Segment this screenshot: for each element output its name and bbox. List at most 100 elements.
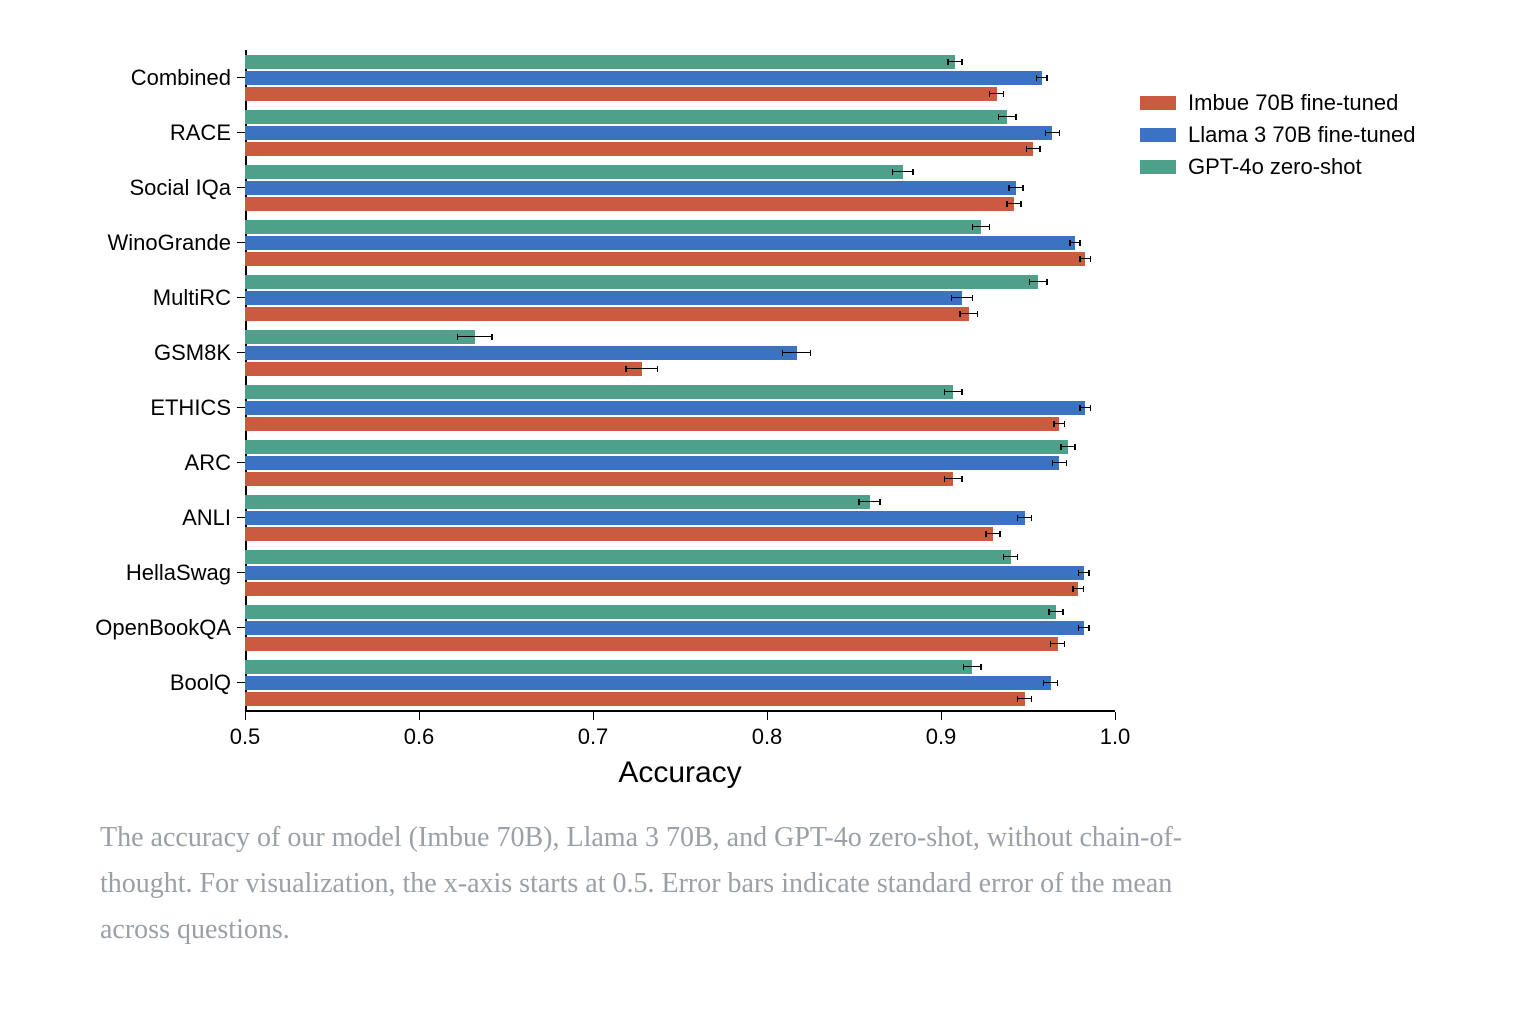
y-tick [237,242,245,243]
error-bar-cap [1079,240,1081,246]
category-label: GSM8K [80,340,231,366]
legend-item: Llama 3 70B fine-tuned [1140,122,1416,148]
bar [245,527,993,541]
bar [245,291,962,305]
error-bar-cap [1045,130,1047,136]
error-bar [990,93,1004,95]
error-bar-cap [1017,515,1019,521]
legend-label: Llama 3 70B fine-tuned [1188,122,1416,148]
legend-label: GPT-4o zero-shot [1188,154,1362,180]
error-bar-cap [912,169,914,175]
error-bar-cap [985,531,987,537]
bar [245,550,1011,564]
error-bar [944,391,961,393]
error-bar [1007,203,1021,205]
error-bar-cap [1048,609,1050,615]
error-bar-cap [1003,554,1005,560]
x-axis-label: Accuracy [618,756,741,790]
error-bar-cap [1008,185,1010,191]
x-tick [767,712,768,720]
error-bar-cap [989,224,991,230]
error-bar [998,116,1015,118]
error-bar-cap [457,334,459,340]
error-bar-cap [1020,201,1022,207]
x-tick-label: 0.9 [926,724,957,750]
error-bar-cap [810,350,812,356]
bar [245,87,997,101]
error-bar-cap [657,366,659,372]
error-bar [783,352,811,354]
error-bar-cap [1090,405,1092,411]
bar [245,252,1085,266]
bar [245,330,475,344]
bar [245,275,1038,289]
error-bar-cap [1050,641,1052,647]
error-bar-cap [1079,256,1081,262]
error-bar-cap [1039,146,1041,152]
category-label: RACE [80,120,231,146]
x-tick [941,712,942,720]
error-bar-cap [1090,256,1092,262]
bar [245,126,1052,140]
x-tick [245,712,246,720]
bar [245,385,953,399]
category-label: MultiRC [80,285,231,311]
bar [245,181,1016,195]
error-bar [1049,611,1063,613]
error-bar [951,297,972,299]
category-label: OpenBookQA [80,615,231,641]
category-label: BoolQ [80,670,231,696]
error-bar-cap [1057,680,1059,686]
legend-item: Imbue 70B fine-tuned [1140,90,1416,116]
bar [245,495,870,509]
error-bar [1045,132,1059,134]
bar [245,566,1084,580]
y-tick [237,407,245,408]
bar [245,110,1007,124]
bar [245,660,972,674]
error-bar-cap [1072,586,1074,592]
error-bar-cap [1060,444,1062,450]
bar [245,197,1014,211]
error-bar-cap [977,311,979,317]
bar [245,346,797,360]
bar [245,456,1059,470]
error-bar-cap [1022,185,1024,191]
error-bar [964,666,981,668]
category-label: ARC [80,450,231,476]
figure-caption: The accuracy of our model (Imbue 70B), L… [100,815,1220,954]
error-bar [859,501,880,503]
error-bar-cap [1064,421,1066,427]
bar [245,362,642,376]
error-bar-cap [1015,114,1017,120]
error-bar-cap [491,334,493,340]
legend-item: GPT-4o zero-shot [1140,154,1416,180]
error-bar [986,533,1000,535]
error-bar-cap [1017,554,1019,560]
error-bar [1018,517,1032,519]
error-bar-cap [1059,130,1061,136]
x-tick-label: 0.7 [578,724,609,750]
error-bar-cap [998,114,1000,120]
bar [245,511,1025,525]
error-bar-cap [1046,279,1048,285]
error-bar-cap [879,499,881,505]
error-bar-cap [1069,240,1071,246]
y-tick [237,352,245,353]
bar [245,676,1051,690]
bar [245,307,969,321]
error-bar-cap [959,311,961,317]
x-tick-label: 0.5 [230,724,261,750]
error-bar-cap [961,476,963,482]
bar [245,401,1085,415]
error-bar [1026,148,1040,150]
error-bar-cap [892,169,894,175]
error-bar-cap [1078,570,1080,576]
error-bar-cap [1006,201,1008,207]
error-bar-cap [989,91,991,97]
error-bar-cap [1031,515,1033,521]
error-bar-cap [625,366,627,372]
error-bar [1030,281,1047,283]
error-bar-cap [1088,625,1090,631]
error-bar-cap [972,224,974,230]
